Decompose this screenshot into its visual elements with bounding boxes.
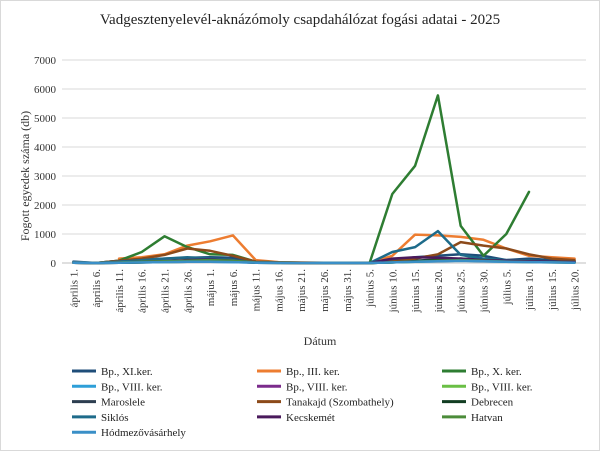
x-tick-label: április 16. xyxy=(137,269,149,313)
x-tick-label: április 26. xyxy=(182,269,194,313)
y-tick-label: 6000 xyxy=(34,84,57,96)
x-tick-label: május 11. xyxy=(251,269,263,312)
y-tick-label: 3000 xyxy=(34,171,57,183)
x-tick-label: május 31. xyxy=(342,269,354,312)
x-tick-label: június 25. xyxy=(456,269,468,314)
x-tick-label: május 21. xyxy=(296,269,308,312)
series-line xyxy=(72,259,576,265)
x-axis-label: Dátum xyxy=(304,334,337,348)
y-tick-label: 2000 xyxy=(34,200,57,212)
x-tick-label: május 16. xyxy=(273,269,285,312)
legend-label: Bp., XI.ker. xyxy=(101,366,153,378)
legend-label: Hatvan xyxy=(471,412,503,424)
y-tick-label: 5000 xyxy=(34,113,57,125)
x-tick-label: június 15. xyxy=(410,269,422,314)
x-tick-labels: április 1. április 6. április 11. április 1… xyxy=(68,269,581,314)
legend-label: Bp., III. ker. xyxy=(286,366,340,378)
y-axis-label: Fogott egyedek száma (db) xyxy=(18,111,32,241)
y-tick-label: 0 xyxy=(51,258,57,270)
legend-label: Bp., X. ker. xyxy=(471,366,522,378)
legend-label: Debrecen xyxy=(471,397,514,409)
legend-label: Bp., VIII. ker. xyxy=(471,381,533,393)
legend-label: Hódmezővásárhely xyxy=(101,427,186,439)
x-tick-label: június 30. xyxy=(478,269,490,314)
x-tick-label: július 5. xyxy=(501,269,513,306)
chart-title: Vadgesztenyelevél-aknázómoly csapdahálóz… xyxy=(100,12,500,28)
x-tick-label: április 21. xyxy=(160,269,172,313)
x-tick-label: május 1. xyxy=(205,269,217,307)
y-tick-label: 1000 xyxy=(34,229,57,241)
legend-label: Maroslele xyxy=(101,397,145,409)
x-tick-label: június 20. xyxy=(433,269,445,314)
series-lines xyxy=(72,94,576,265)
x-tick-label: április 6. xyxy=(91,269,103,308)
y-tick-label: 4000 xyxy=(34,142,57,154)
x-tick-label: április 1. xyxy=(68,269,80,308)
legend-label: Tanakajd (Szombathely) xyxy=(286,397,394,409)
x-tick-label: július 15. xyxy=(547,269,559,311)
legend-label: Kecskemét xyxy=(286,412,335,424)
y-tick-label: 7000 xyxy=(34,55,57,67)
x-tick-label: április 11. xyxy=(114,269,126,313)
x-tick-label: július 20. xyxy=(570,269,582,311)
legend: Bp., XI.ker. Bp., III. ker. Bp., X. ker. Bp… xyxy=(72,366,533,439)
x-tick-label: június 5. xyxy=(365,269,377,308)
legend-label: Bp., VIII. ker. xyxy=(286,381,348,393)
x-tick-label: július 10. xyxy=(524,269,536,311)
x-tick-label: május 6. xyxy=(228,269,240,307)
legend-label: Bp., VIII. ker. xyxy=(101,381,163,393)
x-tick-label: május 26. xyxy=(319,269,331,312)
y-tick-labels: 0 1000 2000 3000 4000 5000 6000 7000 xyxy=(34,55,57,270)
x-tick-label: június 10. xyxy=(387,269,399,314)
legend-label: Siklós xyxy=(101,412,129,424)
